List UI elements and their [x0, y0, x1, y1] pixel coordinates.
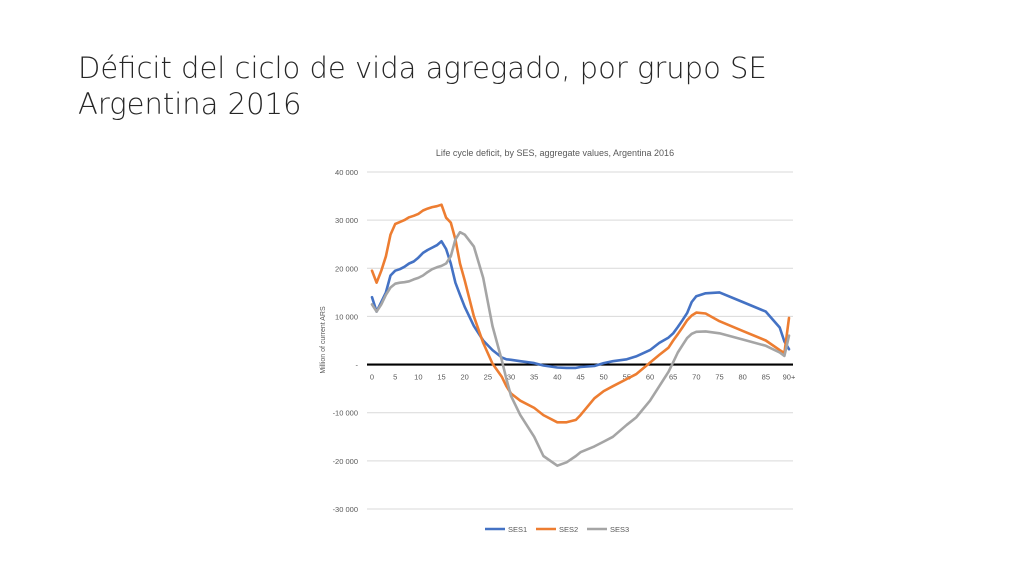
- x-tick-label: 15: [437, 373, 445, 382]
- legend-label-ses2: SES2: [559, 525, 578, 534]
- series-line-ses2: [370, 203, 791, 424]
- x-tick-label: 0: [370, 373, 374, 382]
- x-tick-label: 80: [738, 373, 746, 382]
- y-tick-label: 20 000: [335, 264, 358, 273]
- x-tick-label: 25: [484, 373, 492, 382]
- x-tick-label: 65: [669, 373, 677, 382]
- x-tick-label: 45: [576, 373, 584, 382]
- x-tick-label: 35: [530, 373, 538, 382]
- gridlines: [367, 171, 793, 510]
- series-line-ses3: [370, 230, 791, 467]
- y-tick-label: -10 000: [333, 409, 358, 418]
- y-tick-label: -: [356, 361, 359, 370]
- legend-label-ses3: SES3: [610, 525, 629, 534]
- x-tick-label: 50: [599, 373, 607, 382]
- x-tick-label: 20: [460, 373, 468, 382]
- chart-title: Life cycle deficit, by SES, aggregate va…: [436, 148, 674, 158]
- y-tick-label: -20 000: [333, 457, 358, 466]
- y-tick-label: -30 000: [333, 505, 358, 514]
- legend-label-ses1: SES1: [508, 525, 527, 534]
- series-lines: [370, 203, 791, 467]
- x-tick-labels: 0 5 10 15 20 25 30 35 40 45 50 55 60 65 70 75 80 85 90+: [370, 373, 796, 382]
- slide-title-line2: Argentina 2016: [78, 87, 302, 121]
- y-axis-label: Million of current ARS: [320, 306, 327, 374]
- y-tick-label: 10 000: [335, 312, 358, 321]
- x-tick-label: 10: [414, 373, 422, 382]
- slide-title-line1: Déficit del ciclo de vida agregado, por …: [78, 51, 767, 85]
- x-tick-label: 85: [762, 373, 770, 382]
- slide-title: Déficit del ciclo de vida agregado, por …: [78, 50, 767, 122]
- y-tick-labels: 40 000 30 000 20 000 10 000 - -10 000 -20 000 -…: [333, 168, 359, 514]
- series-line-ses1: [370, 240, 791, 370]
- x-tick-label: 60: [646, 373, 654, 382]
- x-tick-label: 5: [393, 373, 397, 382]
- y-tick-label: 30 000: [335, 216, 358, 225]
- x-tick-label: 40: [553, 373, 561, 382]
- y-tick-label: 40 000: [335, 168, 358, 177]
- x-tick-label: 70: [692, 373, 700, 382]
- x-tick-label: 75: [715, 373, 723, 382]
- legend: SES1 SES2 SES3: [485, 525, 629, 534]
- x-tick-label: 30: [507, 373, 515, 382]
- x-tick-label: 55: [623, 373, 631, 382]
- x-tick-label: 90+: [783, 373, 796, 382]
